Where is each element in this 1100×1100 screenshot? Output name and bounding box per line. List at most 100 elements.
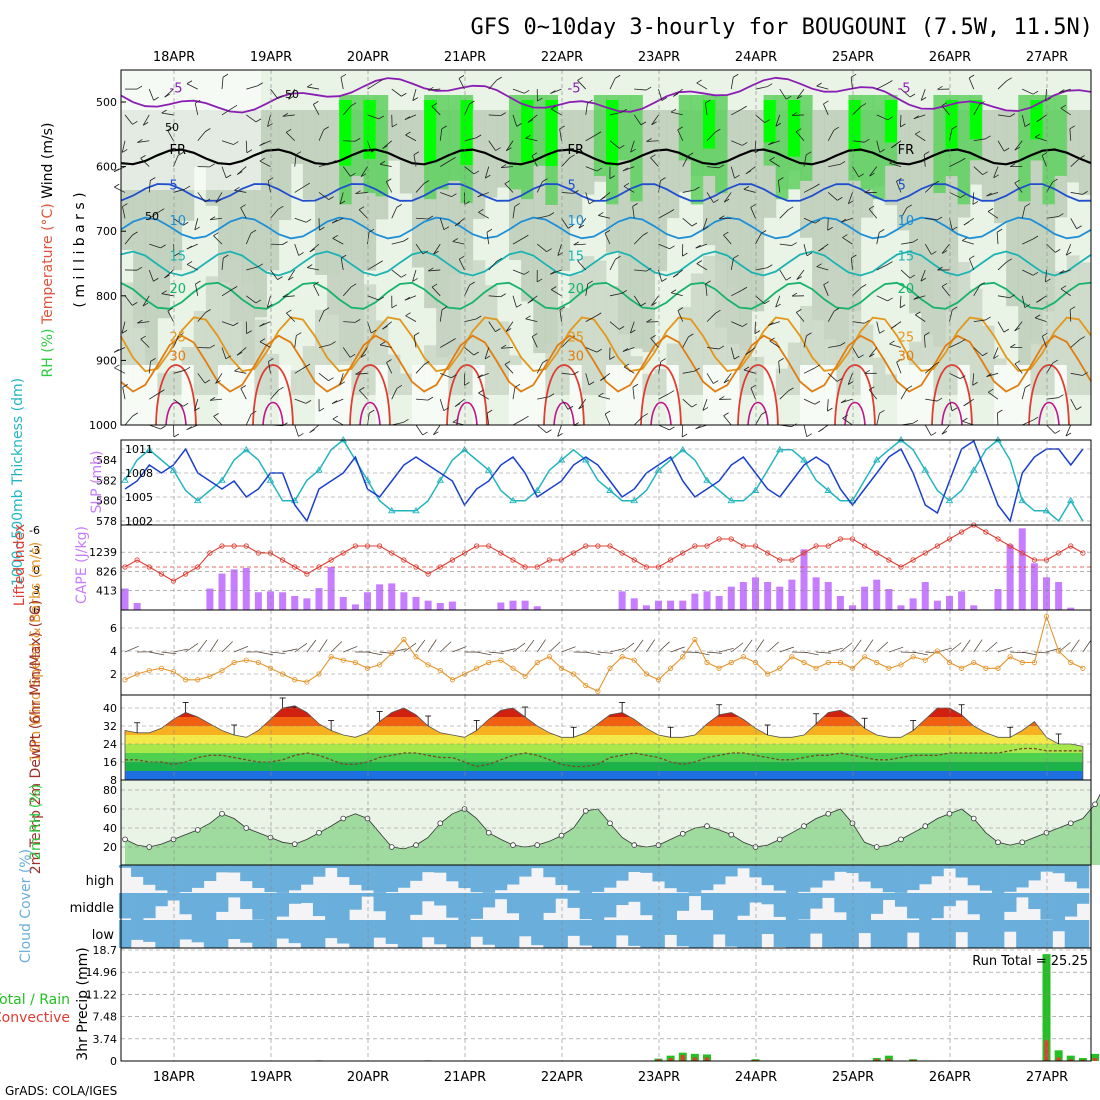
wind-barb xyxy=(632,387,635,400)
wind-barb-feather xyxy=(209,397,216,401)
surface-wind-barb xyxy=(124,645,139,653)
wind-barb-feather xyxy=(355,319,361,323)
cloud-bar xyxy=(713,865,726,885)
wind-barb-feather xyxy=(255,118,262,123)
cloud-bar xyxy=(991,893,1005,920)
lifted-index-point xyxy=(837,536,843,542)
wind-barb xyxy=(210,398,223,401)
wind-barb xyxy=(658,424,670,431)
wind-barb-feather xyxy=(257,263,264,268)
surface-wind-barb xyxy=(816,651,832,654)
rh-green-patch xyxy=(1054,95,1068,176)
wind-barb-feather xyxy=(733,73,739,78)
wind-barb-feather xyxy=(332,415,339,420)
wind-speed-point xyxy=(680,654,686,660)
wind-barb-feather xyxy=(840,218,847,223)
lifted-index-point xyxy=(752,543,759,549)
wind-barb xyxy=(294,185,306,193)
wind-barb xyxy=(796,269,805,280)
wind-barb-feather xyxy=(705,99,711,104)
wind-barb-feather xyxy=(140,335,146,340)
wind-barb xyxy=(1070,192,1083,195)
cloud-bar xyxy=(882,920,896,948)
temperature-band xyxy=(125,708,1083,717)
cloud-bar xyxy=(967,920,981,948)
wind-speed-point xyxy=(389,650,395,656)
wind-speed-point xyxy=(146,667,152,674)
surface-wind-barb xyxy=(597,651,613,654)
rh-mid-band xyxy=(315,110,328,275)
wind-barb xyxy=(852,106,862,116)
wind-barb xyxy=(827,399,829,412)
wind-barb xyxy=(124,295,133,306)
cloud-bar xyxy=(288,893,302,904)
wind-barb xyxy=(779,390,789,400)
wind-barb xyxy=(682,398,693,408)
rh-bright-green-patch xyxy=(848,100,862,152)
wind-barb xyxy=(512,387,516,400)
wind-barb-feather xyxy=(1014,179,1020,184)
rh-green-patch xyxy=(375,95,389,197)
wind-barb xyxy=(682,217,693,227)
cloud-bar xyxy=(543,893,556,913)
wind-barb-feather xyxy=(598,392,604,397)
ylabel-part: Wind (m/s) xyxy=(40,123,56,199)
temp-tick: 16 xyxy=(103,756,117,769)
wind-barb-feather xyxy=(760,230,767,234)
wind-barb xyxy=(1021,206,1026,219)
wind-speed-point xyxy=(316,671,322,677)
wind-barb-feather xyxy=(833,307,840,312)
wind-speed-point xyxy=(437,667,443,674)
rh-low-band xyxy=(218,256,231,395)
cloud-bar xyxy=(725,893,738,920)
cape-bar xyxy=(667,600,675,610)
wind-barb-feather xyxy=(525,315,531,320)
cloud-bar xyxy=(337,920,350,944)
rh-dry-surface xyxy=(327,365,340,425)
rh-bright-green-patch xyxy=(521,100,534,163)
slp-frame xyxy=(120,439,1092,526)
wind-barb xyxy=(557,243,562,256)
wind-barb xyxy=(996,232,999,245)
wind-barb-feather xyxy=(842,234,848,238)
wind-barb-feather xyxy=(1014,146,1021,151)
wind-tick: 4 xyxy=(110,645,117,658)
temperature-contour xyxy=(120,148,1092,166)
wind-barb xyxy=(124,114,133,125)
rh-low-band xyxy=(751,356,765,395)
rh-point xyxy=(704,823,710,829)
surface-wind-barb xyxy=(658,641,670,653)
wind-barb xyxy=(795,131,805,142)
wind-barb xyxy=(452,241,465,245)
wind-barb xyxy=(1059,269,1071,274)
wind-speed-point xyxy=(364,665,371,671)
cloud-bar xyxy=(810,920,823,934)
wind-barb xyxy=(609,78,616,90)
lifted-index-point xyxy=(1043,557,1050,563)
wind-barb-feather xyxy=(595,131,602,136)
wind-barb-feather xyxy=(573,190,579,194)
cape-bar xyxy=(303,598,311,610)
wind-barb-feather xyxy=(259,322,265,327)
wind-barb xyxy=(986,372,999,378)
wind-speed-point xyxy=(219,667,225,674)
cape-bar xyxy=(897,605,905,610)
precip-ylabel: 3hr Precip (mm) xyxy=(75,947,91,1060)
wind-barb-feather xyxy=(896,178,902,182)
date-label-top: 21APR xyxy=(444,50,486,65)
wind-barb-feather xyxy=(864,369,870,374)
thickness-point xyxy=(1042,506,1051,514)
cape-tick: 1239 xyxy=(89,546,117,559)
wind-barb-feather xyxy=(906,204,913,209)
wind-barb xyxy=(428,269,441,272)
wind-barb xyxy=(405,315,417,322)
wind-barb xyxy=(823,103,829,116)
cloud-bar xyxy=(785,920,799,948)
cloud-bar xyxy=(312,893,326,917)
rh-low-band xyxy=(981,325,995,395)
date-label-top: 24APR xyxy=(735,50,777,65)
cape-bar xyxy=(849,605,856,610)
wind-barb xyxy=(706,131,716,142)
wind-barb xyxy=(1060,288,1071,297)
cloud-bar xyxy=(131,920,144,940)
